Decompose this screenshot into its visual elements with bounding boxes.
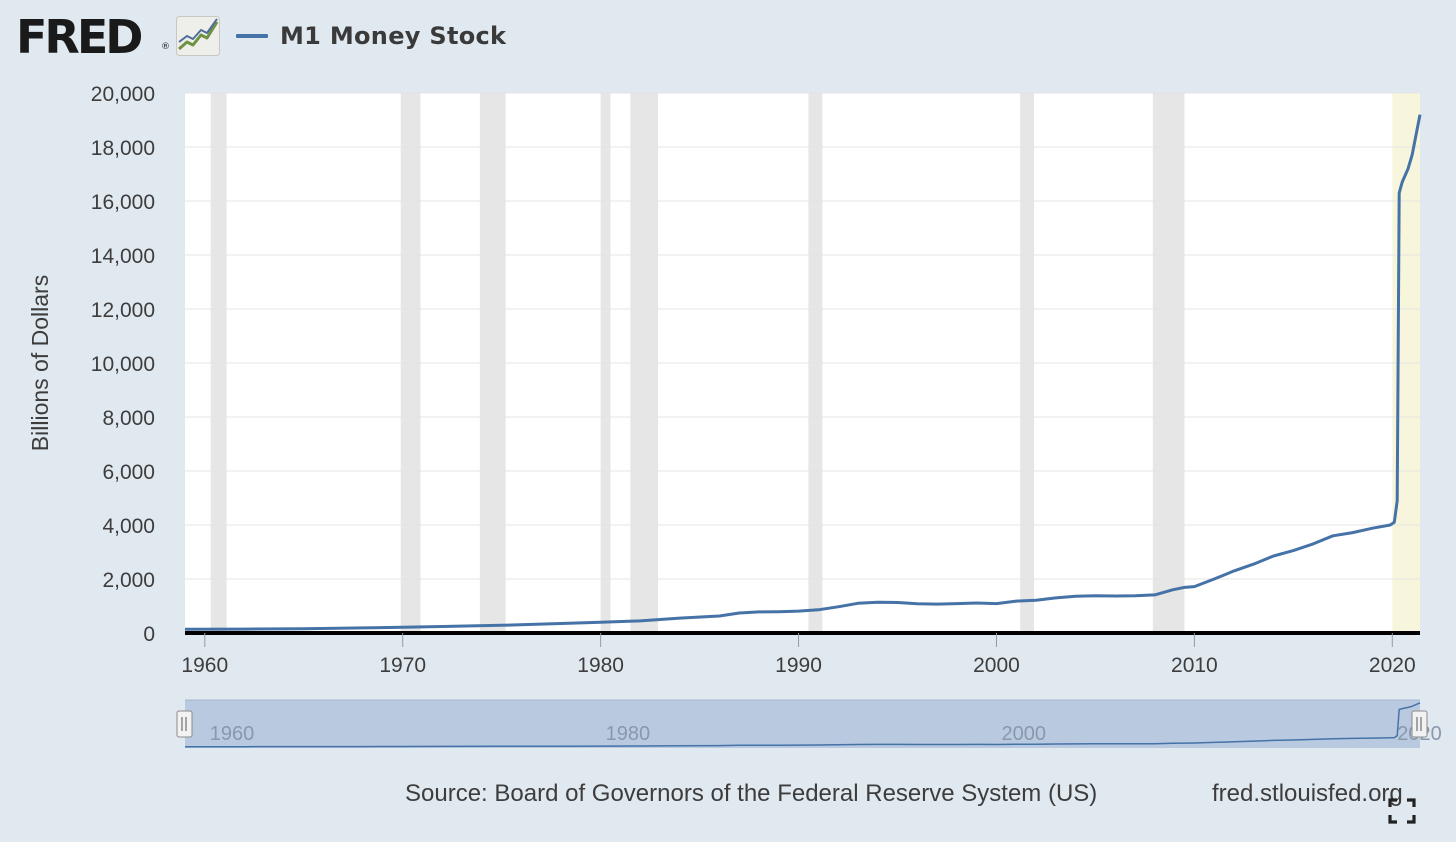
y-tick-label: 0 — [143, 623, 155, 646]
navigator[interactable]: 1960198020002020 — [176, 699, 1442, 748]
y-tick-label: 6,000 — [102, 461, 155, 484]
legend-label: M1 Money Stock — [280, 22, 507, 50]
y-tick-label: 2,000 — [102, 569, 155, 592]
site-link[interactable]: fred.stlouisfed.org — [1212, 780, 1403, 807]
legend-swatch — [236, 34, 268, 38]
source-credit: Source: Board of Governors of the Federa… — [405, 780, 1098, 807]
trend-lines-icon — [176, 16, 220, 56]
x-tick-label: 1970 — [379, 654, 426, 677]
series-legend[interactable]: M1 Money Stock — [236, 20, 506, 52]
navigator-year-label: 1980 — [606, 723, 651, 745]
y-axis-title: Billions of Dollars — [27, 275, 53, 451]
y-tick-label: 10,000 — [91, 353, 155, 376]
registered-mark: ® — [161, 42, 170, 52]
x-tick-label: 2000 — [973, 654, 1020, 677]
x-tick-label: 1980 — [577, 654, 624, 677]
x-tick-label: 1990 — [775, 654, 822, 677]
y-tick-label: 14,000 — [91, 245, 155, 268]
y-tick-label: 20,000 — [91, 83, 155, 106]
y-tick-label: 4,000 — [102, 515, 155, 538]
navigator-series — [185, 702, 1421, 748]
navigator-year-label: 2000 — [1001, 723, 1045, 745]
navigator-year-label: 1960 — [210, 723, 255, 745]
y-tick-label: 12,000 — [91, 299, 155, 322]
y-tick-label: 8,000 — [102, 407, 155, 430]
x-tick-label: 2010 — [1171, 654, 1218, 677]
chart-header: FRED ® M1 Money Stock — [0, 0, 1456, 80]
y-tick-label: 18,000 — [91, 137, 155, 160]
navigator-handle — [1411, 710, 1428, 738]
y-tick-label: 16,000 — [91, 191, 155, 214]
navigator-window — [185, 700, 1420, 748]
fred-logo[interactable]: FRED — [16, 10, 143, 64]
x-tick-label: 2020 — [1369, 654, 1416, 677]
x-tick-label: 1960 — [181, 654, 228, 677]
navigator-handle — [176, 710, 193, 738]
fullscreen-icon[interactable] — [1388, 798, 1416, 824]
series-line — [184, 114, 1422, 631]
